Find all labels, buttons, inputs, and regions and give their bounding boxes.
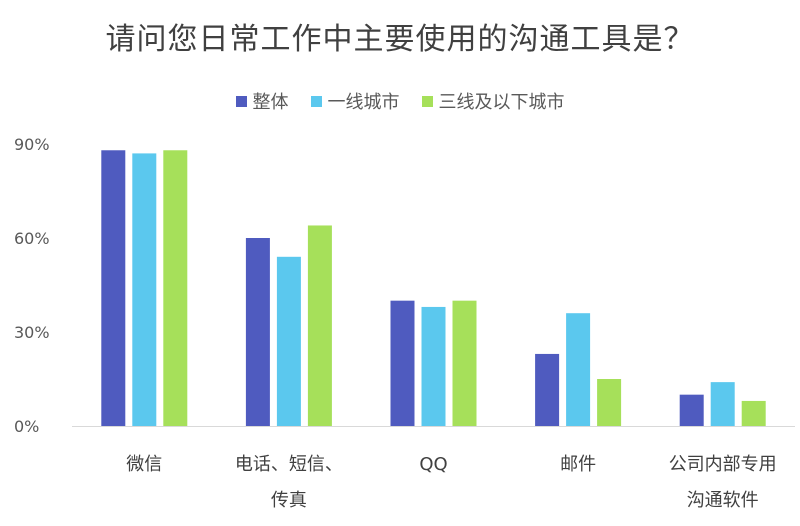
bar-3-series-1 xyxy=(566,313,591,426)
y-tick-label-0: 0% xyxy=(14,417,39,436)
bar-1-series-0 xyxy=(245,238,270,426)
bar-4-series-2 xyxy=(741,400,766,426)
bar-0-series-0 xyxy=(101,150,126,426)
x-tick-label-1-line-1: 传真 xyxy=(271,490,307,511)
legend-label-series-1: 一线城市 xyxy=(327,92,400,113)
chart-title: 请问您日常工作中主要使用的沟通工具是？ xyxy=(105,22,695,57)
legend-item-series-0: 整体 xyxy=(235,88,289,114)
bar-0-series-1 xyxy=(132,153,157,426)
bar-2-series-1 xyxy=(421,306,446,426)
bar-1-series-1 xyxy=(276,256,301,426)
legend: 整体 一线城市 三线及以下城市 xyxy=(0,88,800,114)
bar-2-series-2 xyxy=(452,300,477,426)
x-tick-label-2: QQ xyxy=(419,454,447,475)
x-tick-label-0: 微信 xyxy=(126,454,162,475)
x-tick-label-3: 邮件 xyxy=(560,454,596,475)
legend-swatch-series-0 xyxy=(235,95,247,107)
legend-swatch-series-1 xyxy=(310,95,322,107)
bar-1-series-2 xyxy=(307,225,332,426)
x-tick-label-4-line-0: 公司内部专用 xyxy=(669,454,777,475)
legend-label-series-2: 三线及以下城市 xyxy=(438,92,565,113)
legend-label-series-0: 整体 xyxy=(252,92,289,113)
bar-0-series-2 xyxy=(163,150,188,426)
x-tick-label-4-line-1: 沟通软件 xyxy=(687,490,759,511)
legend-item-series-1: 一线城市 xyxy=(310,88,400,114)
x-tick-label-1-line-0: 电话、短信、 xyxy=(235,454,343,475)
bar-4-series-0 xyxy=(679,394,704,426)
bar-4-series-1 xyxy=(710,382,735,426)
bar-3-series-2 xyxy=(597,379,622,426)
y-tick-label-2: 60% xyxy=(14,229,50,248)
bar-2-series-0 xyxy=(390,300,415,426)
legend-swatch-series-2 xyxy=(421,95,433,107)
bar-3-series-0 xyxy=(535,353,560,426)
y-tick-label-3: 90% xyxy=(14,135,50,154)
y-tick-label-1: 30% xyxy=(14,323,50,342)
legend-item-series-2: 三线及以下城市 xyxy=(421,88,565,114)
